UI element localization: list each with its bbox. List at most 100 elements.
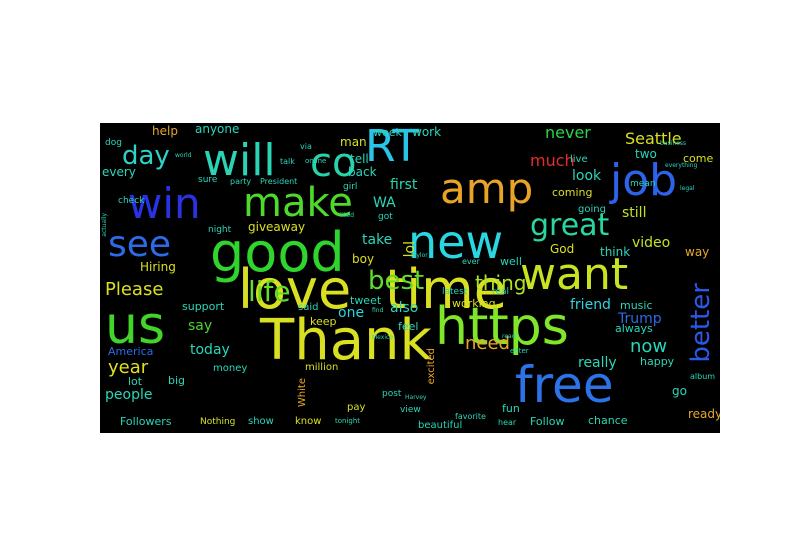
word-see: see — [108, 224, 172, 265]
word-way: way — [685, 245, 710, 259]
word-still: still — [622, 205, 647, 221]
word-post: post — [382, 389, 402, 399]
word-need: need — [465, 333, 510, 354]
word-mean: mean — [630, 179, 656, 189]
word-said: said — [298, 302, 319, 313]
word-party: party — [230, 177, 252, 186]
word-one: one — [338, 305, 365, 321]
word-got: got — [378, 212, 393, 222]
word-thank: Thank — [260, 308, 432, 373]
word-please: Please — [105, 279, 164, 300]
word-everything: everything — [665, 162, 698, 169]
word-now: now — [630, 336, 668, 357]
word-america: America — [108, 345, 154, 358]
word-will: will — [203, 135, 276, 186]
word-live: live — [570, 154, 588, 165]
word-keep: keep — [310, 315, 337, 328]
word-big: big — [168, 374, 186, 387]
word-dog: dog — [105, 138, 122, 148]
word-look: look — [572, 168, 602, 184]
word-job: job — [610, 155, 678, 206]
word-boy: boy — [352, 252, 375, 266]
word-legal: legal — [680, 185, 695, 192]
word-night: night — [208, 225, 232, 235]
word-white: White — [297, 378, 308, 408]
word-hiring: Hiring — [140, 260, 176, 274]
word-best: best — [368, 266, 425, 296]
word-us: us — [105, 296, 166, 356]
word-support: support — [182, 300, 225, 313]
word-working: working — [452, 297, 496, 310]
word-giveaway: giveaway — [248, 220, 306, 234]
word-president: President — [260, 177, 298, 186]
word-well: well — [500, 255, 522, 268]
word-back: back — [348, 165, 377, 179]
word-co: co — [310, 140, 357, 186]
word-video: video — [632, 235, 671, 251]
word-good: good — [210, 221, 345, 284]
word-music: music — [620, 299, 653, 312]
word-work: work — [412, 125, 442, 139]
word-album: album — [690, 372, 716, 381]
word-rt: RT — [365, 123, 420, 172]
word-lot: lot — [128, 375, 143, 388]
word-talk: talk — [280, 157, 295, 166]
word-anyone: anyone — [195, 123, 240, 136]
word-come: come — [683, 152, 714, 165]
word-https: https — [435, 297, 569, 357]
word-better: better — [686, 283, 716, 363]
word-check: check — [118, 196, 145, 206]
word-go: go — [672, 384, 687, 398]
word-online: online — [305, 157, 327, 165]
word-happy: happy — [640, 355, 675, 368]
word-beautiful: beautiful — [418, 420, 463, 431]
word-fun: fun — [502, 402, 520, 415]
word-god: God — [550, 242, 575, 256]
word-trump: Trump — [618, 311, 662, 327]
word-read: read — [502, 333, 516, 340]
word-girl: girl — [343, 182, 358, 192]
word-friend: friend — [570, 297, 611, 313]
word-nothing: Nothing — [200, 417, 236, 427]
word-first: first — [390, 177, 418, 193]
word-time: time — [385, 258, 508, 321]
word-cloud: love time Thank https good us free want … — [100, 123, 720, 433]
word-business: business — [660, 140, 687, 147]
word-never: never — [545, 123, 591, 142]
word-always: always — [615, 322, 653, 335]
word-find: find — [372, 307, 384, 314]
word-actually: actually — [101, 213, 108, 237]
word-show: show — [248, 416, 274, 427]
word-wa: WA — [373, 195, 396, 211]
word-today: today — [190, 342, 230, 358]
word-two: two — [635, 147, 657, 161]
word-people: people — [105, 387, 153, 403]
word-liked: liked — [340, 212, 355, 219]
word-want: want — [520, 249, 629, 300]
word-much: much — [530, 151, 575, 170]
word-real: real — [492, 287, 510, 297]
word-ready: ready — [688, 407, 720, 421]
word-great: great — [530, 208, 610, 243]
word-free: free — [515, 356, 614, 414]
word-thing: thing — [475, 271, 527, 295]
word-day: day — [122, 141, 170, 171]
word-feel: feel — [398, 320, 419, 333]
word-win: win — [128, 179, 201, 228]
word-man: man — [340, 135, 367, 149]
word-really: really — [578, 355, 617, 371]
word-love: love — [238, 258, 352, 321]
word-amp: amp — [440, 164, 534, 213]
word-taylor: Taylor — [410, 252, 428, 259]
word-excited: excited — [426, 348, 437, 385]
word-ever: ever — [462, 257, 480, 266]
word-year: year — [108, 357, 149, 378]
word-tell: tell — [350, 152, 369, 166]
word-going: going — [578, 204, 606, 215]
word-say: say — [188, 318, 213, 334]
word-make: make — [243, 180, 353, 226]
word-favorite: favorite — [455, 412, 486, 421]
word-take: take — [362, 232, 393, 248]
word-coming: coming — [552, 186, 593, 199]
word-new: new — [408, 215, 504, 269]
